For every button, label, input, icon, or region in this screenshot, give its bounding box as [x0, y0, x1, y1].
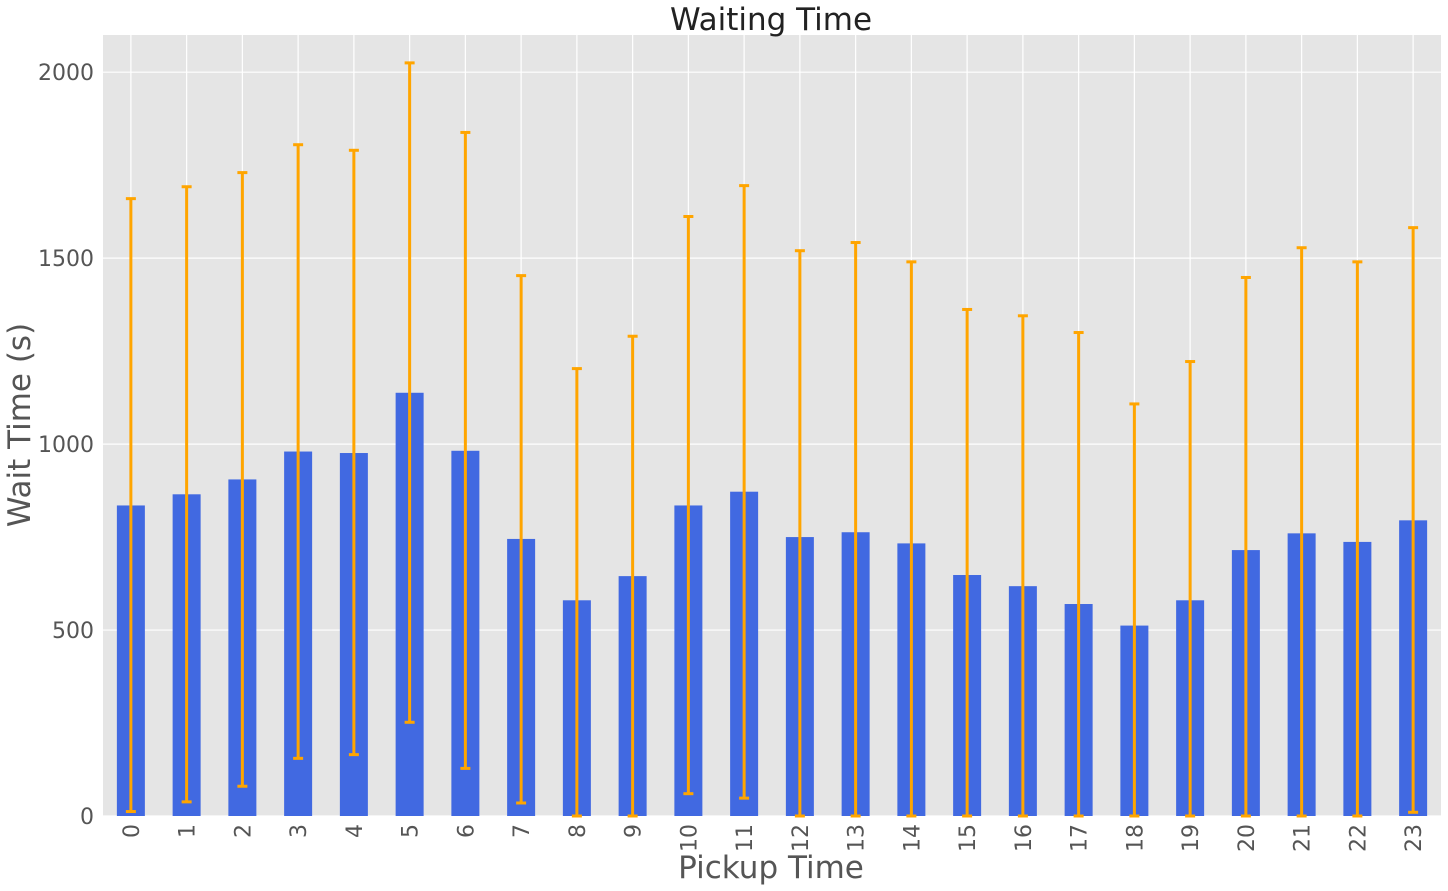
x-tick-label: 15 [956, 824, 981, 852]
x-tick-label: 12 [789, 824, 814, 852]
x-tick-labels: 0 1 2 3 4 5 6 7 8 9 10 11 12 13 14 15 16 17 18 19 20 21 22 23 [120, 824, 1427, 852]
plot-background [103, 35, 1441, 816]
x-tick-label: 6 [454, 824, 479, 838]
error-bar-7 [516, 274, 527, 805]
error-bar-4 [348, 148, 359, 757]
error-bar-10 [683, 214, 694, 796]
error-bar-22 [1352, 260, 1363, 818]
error-bar-12 [794, 249, 805, 818]
x-tick-label: 13 [845, 824, 870, 852]
x-tick-label: 21 [1291, 824, 1316, 852]
x-tick-label: 9 [622, 824, 647, 838]
x-tick-label: 8 [566, 824, 591, 838]
error-bar-18 [1129, 402, 1140, 818]
x-tick-label: 16 [1012, 824, 1037, 852]
x-tick-label: 11 [733, 824, 758, 852]
error-bar-16 [1017, 314, 1028, 818]
x-tick-label: 14 [900, 824, 925, 852]
x-tick-label: 2 [231, 824, 256, 838]
x-tick-label: 18 [1123, 824, 1148, 852]
y-tick-label: 1000 [38, 433, 94, 458]
error-bar-15 [962, 307, 973, 818]
error-bar-3 [293, 143, 304, 760]
x-tick-label: 17 [1068, 824, 1093, 852]
error-bar-11 [739, 184, 750, 800]
x-tick-label: 22 [1346, 824, 1371, 852]
error-bars [125, 61, 1419, 818]
chart-title: Waiting Time [670, 2, 872, 38]
x-tick-label: 7 [510, 824, 535, 838]
x-tick-label: 20 [1235, 824, 1260, 852]
error-bar-2 [237, 171, 248, 788]
y-tick-label: 1500 [38, 247, 94, 272]
error-bar-0 [125, 197, 136, 814]
error-bar-23 [1408, 226, 1419, 814]
x-tick-label: 19 [1179, 824, 1204, 852]
x-tick-label: 0 [120, 824, 145, 838]
x-tick-label: 3 [287, 824, 312, 838]
error-bar-8 [571, 367, 582, 818]
error-bar-21 [1296, 246, 1307, 818]
error-bar-20 [1240, 275, 1251, 818]
y-tick-label: 0 [80, 805, 94, 830]
error-bar-14 [906, 260, 917, 818]
y-tick-label: 500 [52, 619, 94, 644]
y-tick-label: 2000 [38, 61, 94, 86]
x-tick-label: 1 [176, 824, 201, 838]
error-bar-6 [460, 130, 471, 770]
error-bar-17 [1073, 331, 1084, 818]
error-bar-19 [1185, 360, 1196, 818]
x-tick-label: 10 [677, 824, 702, 852]
error-bar-1 [181, 185, 192, 804]
error-bar-5 [404, 61, 415, 724]
y-axis-title: Wait Time (s) [2, 323, 38, 527]
x-tick-label: 5 [399, 824, 424, 838]
x-axis-title: Pickup Time [678, 850, 864, 886]
error-bar-9 [627, 334, 638, 818]
y-tick-labels: 0 500 1000 1500 2000 [38, 61, 94, 830]
x-tick-label: 4 [343, 824, 368, 838]
error-bar-13 [850, 241, 861, 818]
x-tick-label: 23 [1402, 824, 1427, 852]
